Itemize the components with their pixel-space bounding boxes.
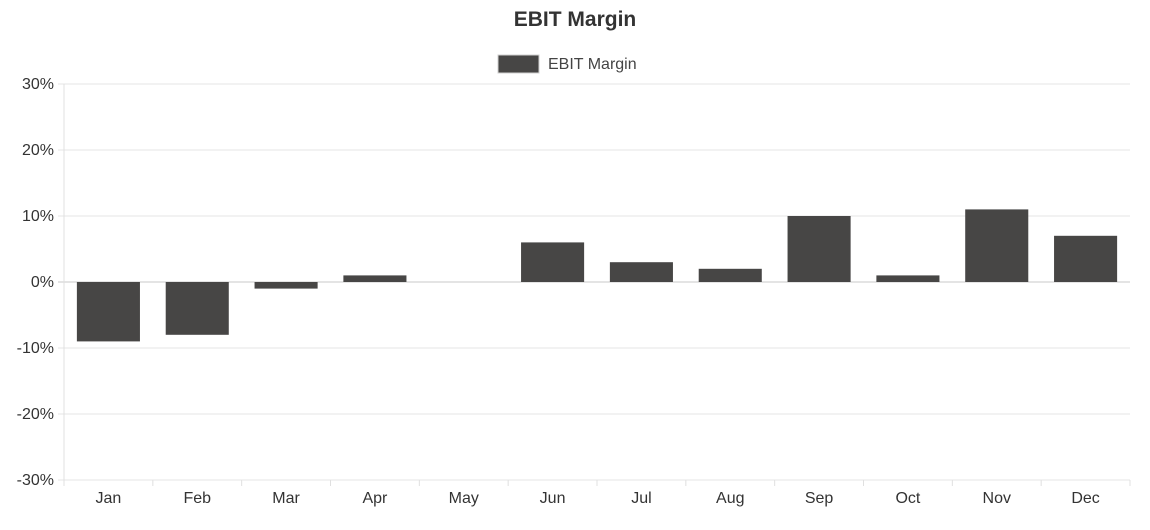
legend[interactable]: EBIT Margin <box>497 54 637 74</box>
gridlines <box>58 83 1130 481</box>
y-tick-label: -30% <box>17 472 54 489</box>
bar-nov[interactable] <box>965 209 1029 282</box>
y-tick-label: 20% <box>22 142 54 159</box>
chart-title: EBIT Margin <box>514 8 637 31</box>
x-tick-label: Aug <box>716 490 744 507</box>
x-tick-label: May <box>449 490 479 507</box>
x-axis: Jan Feb Mar Apr May Jun Jul Aug Sep Oct Nov Dec <box>63 480 1131 507</box>
y-tick-label: 0% <box>31 274 54 291</box>
bar-jul[interactable] <box>609 262 673 282</box>
bar-oct[interactable] <box>876 275 940 282</box>
x-tick-label: Mar <box>272 490 300 507</box>
x-tick-label: Oct <box>895 490 920 507</box>
bar-feb[interactable] <box>165 282 229 335</box>
bar-jan[interactable] <box>76 282 140 342</box>
bar-apr[interactable] <box>343 275 407 282</box>
y-tick-label: 30% <box>22 76 54 93</box>
bar-jun[interactable] <box>521 242 585 282</box>
bar-aug[interactable] <box>698 268 762 282</box>
y-axis: 30% 20% 10% 0% -10% -20% -30% <box>17 76 65 489</box>
bar-dec[interactable] <box>1054 235 1118 282</box>
x-tick-label: Apr <box>362 490 388 507</box>
x-tick-label: Jan <box>96 490 122 507</box>
y-tick-label: -10% <box>17 340 54 357</box>
x-tick-label: Feb <box>183 490 211 507</box>
legend-swatch <box>497 54 540 74</box>
y-tick-label: -20% <box>17 406 54 423</box>
bar-sep[interactable] <box>787 216 851 282</box>
x-tick-label: Dec <box>1071 490 1099 507</box>
x-tick-label: Jun <box>540 490 566 507</box>
x-tick-label: Nov <box>983 490 1011 507</box>
bars <box>76 209 1118 342</box>
x-tick-label: Jul <box>631 490 651 507</box>
legend-label: EBIT Margin <box>548 56 637 73</box>
y-tick-label: 10% <box>22 208 54 225</box>
bar-mar[interactable] <box>254 282 318 289</box>
x-tick-label: Sep <box>805 490 834 507</box>
